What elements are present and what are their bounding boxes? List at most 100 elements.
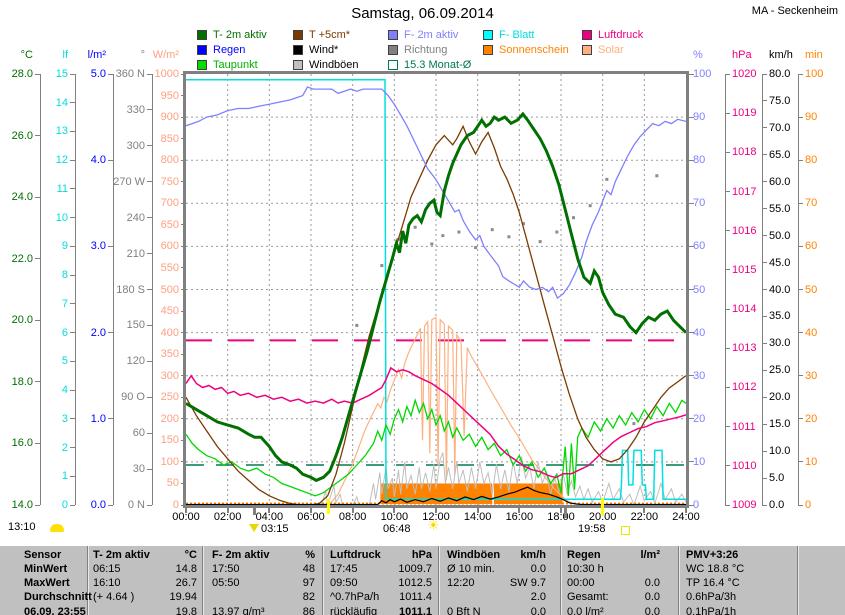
wind-direction-dot [430, 242, 434, 246]
axis-label-hPa: 1010 [732, 459, 757, 472]
axis-tick-deg [147, 181, 152, 183]
table-cell-text: 0 Bft N [447, 606, 481, 615]
axis-tick-pct [689, 289, 694, 290]
axis-label-lm2: 1.0 [90, 412, 106, 425]
axis-unit-tempC: °C [20, 49, 33, 61]
axis-label-min: 30 [805, 369, 818, 382]
axis-label-min: 90 [805, 111, 818, 124]
axis-label-lf: 5 [61, 355, 68, 368]
time-label: 14:00 [463, 511, 492, 523]
wind-direction-dot [355, 323, 359, 327]
axis-label-deg: 210 [126, 247, 145, 260]
axis-tick-deg [147, 468, 152, 470]
axis-label-pct: 20 [693, 412, 706, 425]
table-row-label: Durchschnitt [24, 591, 92, 603]
time-tick [685, 508, 687, 513]
time-label: 22:00 [630, 511, 659, 523]
axis-label-lf: 12 [55, 154, 68, 167]
axis-tick-tempC [35, 196, 40, 198]
time-label: 12:00 [422, 511, 450, 523]
axis-tick-deg [147, 432, 152, 434]
table-cell-value: SW 9.7 [509, 577, 546, 589]
axis-tick-lf [70, 360, 75, 362]
axis-tick-min [798, 159, 803, 161]
axis-tick-hPa [725, 269, 730, 271]
time-tick [226, 508, 229, 513]
axis-label-wm2: 600 [160, 240, 179, 253]
axis-label-wm2: 950 [160, 89, 179, 102]
table-cell-text: 17:45 [330, 563, 358, 575]
axis-tick-lm2 [108, 418, 113, 420]
table-separator [322, 546, 323, 615]
series-f2m-line [186, 86, 686, 300]
time-label: 16:00 [505, 511, 534, 523]
axis-label-lm2: 4.0 [90, 154, 106, 167]
axis-tick-pct [689, 461, 694, 463]
axis-line-deg [152, 74, 153, 505]
axis-tick-kmh [762, 235, 767, 237]
axis-tick-lf [70, 475, 75, 477]
axis-tick-min [798, 461, 803, 463]
time-tick [643, 508, 646, 513]
axis-label-kmh: 65.0 [769, 148, 791, 161]
time-tick [351, 508, 354, 513]
axis-tick-deg [147, 289, 152, 290]
axis-unit-wm2: W/m² [152, 49, 179, 61]
page-title: Samstag, 06.09.2014 [351, 5, 494, 22]
axis-label-pct: 10 [693, 455, 706, 468]
axis-label-kmh: 10.0 [769, 445, 791, 458]
table-cell-value: 86 [302, 606, 315, 615]
axis-tick-tempC [35, 504, 40, 506]
axis-label-kmh: 75.0 [769, 94, 791, 107]
axis-tick-hPa [725, 426, 730, 428]
axis-label-kmh: 5.0 [769, 472, 785, 485]
axis-label-wm2: 0 [172, 499, 179, 511]
axis-label-min: 70 [805, 197, 818, 210]
axis-label-deg: 300 [126, 139, 145, 152]
axis-tick-pct [689, 159, 694, 161]
axis-label-lf: 6 [61, 326, 68, 339]
axis-label-wm2: 750 [160, 175, 179, 188]
axis-label-lf: 11 [56, 182, 68, 195]
axis-label-lf: 3 [61, 412, 68, 425]
axis-label-lf: 1 [61, 470, 68, 483]
axis-label-pct: 50 [693, 283, 706, 296]
axis-label-hPa: 1019 [732, 107, 757, 120]
axis-label-deg: 90 O [121, 391, 145, 404]
wind-direction-dot [588, 204, 592, 208]
axis-tick-min [798, 332, 803, 334]
axis-label-kmh: 50.0 [769, 229, 791, 242]
axis-unit-deg: ° [140, 49, 145, 61]
series-t2m-line [186, 111, 686, 483]
axis-tick-lm2 [108, 73, 113, 75]
legend-label: F- Blatt [499, 29, 535, 41]
table-header-2: Luftdruck [330, 549, 381, 561]
axis-tick-kmh [762, 262, 767, 264]
table-header-unit-1: % [305, 549, 315, 561]
axis-label-hPa: 1016 [732, 224, 757, 237]
axis-label-lf: 14 [55, 96, 68, 109]
time-label: 06:00 [297, 511, 325, 523]
axis-tick-kmh [762, 208, 767, 210]
axis-label-lf: 2 [61, 441, 68, 454]
axis-label-lf: 4 [61, 384, 68, 397]
time-label: 10:00 [380, 511, 409, 523]
series-solar-line [186, 316, 686, 505]
axis-label-kmh: 40.0 [769, 283, 791, 296]
sunset-time: 19:58 [578, 523, 606, 535]
station-name: MA - Seckenheim [751, 5, 838, 17]
axis-label-min: 80 [805, 154, 818, 167]
table-cell-value: 0.0 [530, 606, 546, 615]
axis-tick-min [798, 245, 803, 247]
moonset-time: 03:15 [261, 523, 289, 535]
axis-label-wm2: 900 [160, 111, 179, 124]
legend-swatch-icon [388, 60, 398, 70]
axis-label-kmh: 60.0 [769, 175, 791, 188]
axis-label-lm2: 2.0 [90, 326, 106, 339]
wind-direction-dot [538, 240, 542, 244]
legend-swatch-icon [293, 60, 303, 70]
axis-tick-min [798, 73, 803, 75]
wind-direction-dot [457, 230, 461, 234]
axis-tick-lm2 [108, 332, 113, 334]
axis-line-lf [75, 74, 76, 505]
